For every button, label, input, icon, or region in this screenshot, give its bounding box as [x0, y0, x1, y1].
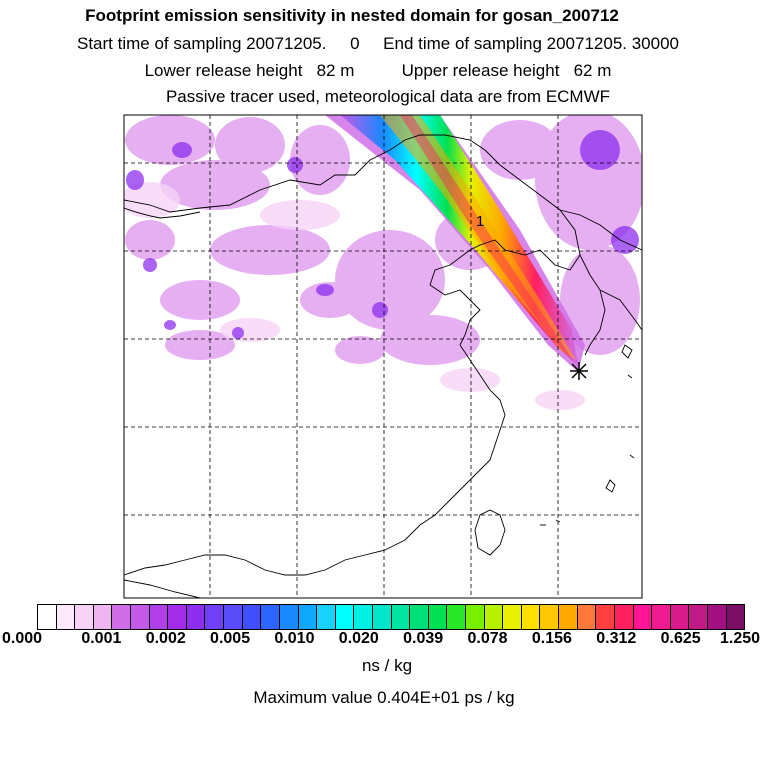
colorbar-segment: [354, 605, 373, 629]
colorbar-segment: [261, 605, 280, 629]
colorbar-segment: [112, 605, 132, 629]
colorbar-segment: [428, 605, 448, 629]
colorbar-segment: [596, 605, 615, 629]
colorbar-segment: [466, 605, 485, 629]
colorbar-segment: [298, 605, 318, 629]
plume-outer: [325, 115, 585, 372]
colorbar-segment: [614, 605, 634, 629]
colorbar-tick-label: 0.156: [531, 630, 572, 647]
graticule: [124, 115, 642, 598]
colorbar-tick-label: 0.000: [1, 630, 43, 647]
station-star-marker-icon: [570, 362, 588, 380]
release-height-line: Lower release height 82 m Upper release …: [144, 61, 612, 80]
colorbar-segment: [707, 605, 727, 629]
colorbar-segment: [149, 605, 169, 629]
colorbar-tick-label: 0.001: [81, 630, 122, 647]
sampling-time-line: Start time of sampling 20071205. 0 End t…: [77, 34, 679, 53]
colorbar-tick-label: 0.005: [210, 630, 251, 647]
colorbar-segment: [577, 605, 597, 629]
colorbar-segment: [205, 605, 225, 629]
colorbar-segment: [131, 605, 150, 629]
colorbar-segment: [689, 605, 708, 629]
colorbar-tick-label: 0.010: [274, 630, 315, 647]
coastlines: [124, 134, 642, 598]
colorbar-segment: [242, 605, 262, 629]
colorbar-segment: [317, 605, 336, 629]
tracer-info-line: Passive tracer used, meteorological data…: [165, 87, 611, 106]
colorbar-segment: [559, 605, 578, 629]
colorbar-segment: [503, 605, 522, 629]
colorbar-segment: [726, 605, 745, 629]
colorbar-tick-label: 0.002: [145, 630, 186, 647]
colorbar-segment: [168, 605, 187, 629]
colorbar-segment: [391, 605, 411, 629]
colorbar-segment: [540, 605, 560, 629]
colorbar-segment: [447, 605, 467, 629]
colorbar-segment: [279, 605, 299, 629]
colorbar-segment: [521, 605, 541, 629]
colorbar-segment: [224, 605, 243, 629]
colorbar-tick-label: 1.250: [719, 630, 761, 647]
plot-title: Footprint emission sensitivity in nested…: [85, 6, 619, 25]
colorbar-segment: [335, 605, 355, 629]
faint-patches: [124, 182, 585, 410]
colorbar-segment: [484, 605, 504, 629]
colorbar-segment: [75, 605, 94, 629]
colorbar: [37, 604, 745, 630]
colorbar-tick-label: 0.020: [338, 630, 379, 647]
colorbar-tick-label: 0.039: [403, 630, 444, 647]
colorbar-segment: [670, 605, 690, 629]
colorbar-units: ns / kg: [361, 656, 413, 675]
colorbar-segment: [56, 605, 76, 629]
colorbar-segment: [633, 605, 653, 629]
map-frame: [123, 114, 643, 599]
medium-sensitivity-patches: [126, 130, 639, 339]
contour-label: 1: [476, 213, 485, 230]
maximum-value: Maximum value 0.404E+01 ps / kg: [253, 688, 515, 707]
plume-high: [380, 115, 576, 360]
colorbar-segment: [652, 605, 671, 629]
colorbar-tick-label: 0.625: [660, 630, 701, 647]
colorbar-segment: [38, 605, 57, 629]
sensitivity-field: [124, 115, 642, 598]
colorbar-tick-label: 0.078: [467, 630, 508, 647]
colorbar-segment: [410, 605, 429, 629]
colorbar-segment: [93, 605, 113, 629]
colorbar-tick-label: 0.312: [596, 630, 637, 647]
colorbar-segment: [372, 605, 392, 629]
colorbar-segment: [186, 605, 206, 629]
plume-peak: [400, 115, 574, 362]
